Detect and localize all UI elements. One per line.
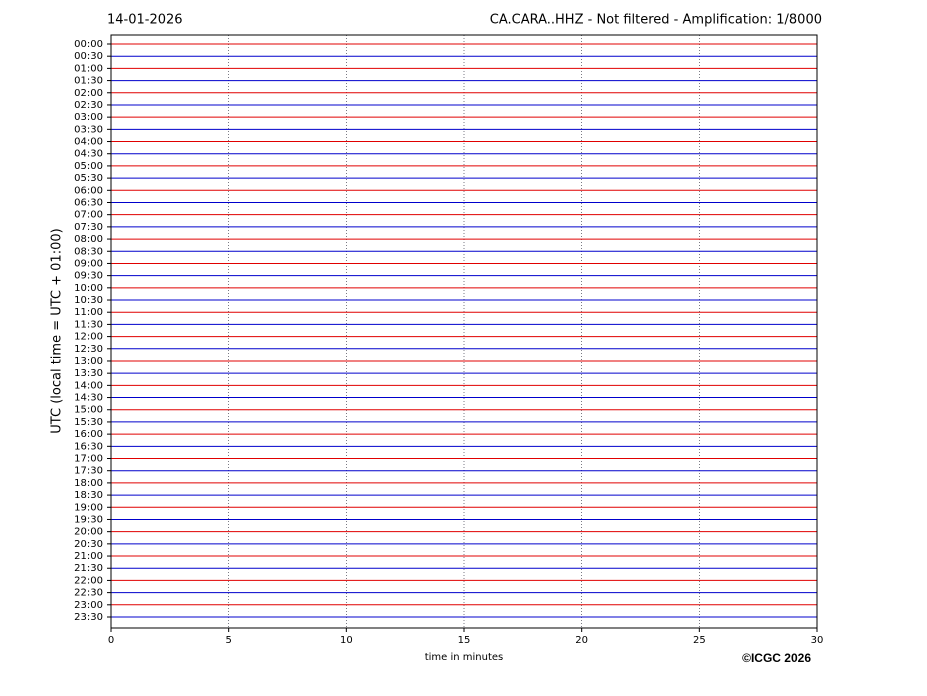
y-tick-label: 05:00 — [74, 161, 103, 172]
y-tick-label: 22:00 — [74, 575, 103, 586]
y-tick-label: 14:00 — [74, 380, 103, 391]
y-tick-label: 13:00 — [74, 356, 103, 367]
credit: ©ICGC 2026 — [742, 651, 811, 665]
y-tick-label: 17:00 — [74, 454, 103, 465]
x-tick-label: 15 — [458, 635, 471, 646]
y-tick-label: 04:00 — [74, 137, 103, 148]
x-tick-label: 5 — [225, 635, 231, 646]
y-tick-label: 02:00 — [74, 88, 103, 99]
x-axis-label: time in minutes — [425, 652, 504, 663]
y-tick-label: 14:30 — [74, 393, 103, 404]
y-tick-label: 15:30 — [74, 417, 103, 428]
x-tick-label: 30 — [811, 635, 824, 646]
y-tick-label: 05:30 — [74, 173, 103, 184]
x-tick-label: 20 — [575, 635, 588, 646]
y-tick-label: 08:30 — [74, 246, 103, 257]
x-tick-label: 10 — [340, 635, 353, 646]
y-tick-label: 12:00 — [74, 332, 103, 343]
y-tick-label: 07:00 — [74, 210, 103, 221]
y-tick-label: 23:30 — [74, 612, 103, 623]
y-tick-label: 10:30 — [74, 295, 103, 306]
y-tick-label: 16:00 — [74, 429, 103, 440]
y-tick-label: 06:30 — [74, 197, 103, 208]
y-tick-label: 01:30 — [74, 76, 103, 87]
y-axis-label: UTC (local time = UTC + 01:00) — [50, 228, 65, 433]
y-tick-label: 20:00 — [74, 527, 103, 538]
y-tick-label: 10:00 — [74, 283, 103, 294]
y-tick-label: 22:30 — [74, 588, 103, 599]
chart-date: 14-01-2026 — [107, 13, 183, 28]
x-tick-label: 0 — [108, 635, 114, 646]
y-tick-label: 19:30 — [74, 514, 103, 525]
y-tick-label: 07:30 — [74, 222, 103, 233]
y-tick-label: 11:00 — [74, 307, 103, 318]
y-tick-label: 15:00 — [74, 405, 103, 416]
y-tick-label: 00:30 — [74, 51, 103, 62]
y-tick-label: 23:00 — [74, 600, 103, 611]
y-tick-label: 00:00 — [74, 39, 103, 50]
y-tick-label: 20:30 — [74, 539, 103, 550]
y-tick-label: 09:30 — [74, 271, 103, 282]
y-tick-label: 19:00 — [74, 502, 103, 513]
y-tick-label: 03:00 — [74, 112, 103, 123]
y-tick-label: 16:30 — [74, 441, 103, 452]
y-tick-label: 21:00 — [74, 551, 103, 562]
y-tick-label: 08:00 — [74, 234, 103, 245]
y-tick-label: 02:30 — [74, 100, 103, 111]
y-tick-label: 09:00 — [74, 258, 103, 269]
y-tick-label: 01:00 — [74, 63, 103, 74]
y-tick-label: 17:30 — [74, 466, 103, 477]
y-tick-label: 21:30 — [74, 563, 103, 574]
y-tick-label: 03:30 — [74, 124, 103, 135]
y-tick-label: 12:30 — [74, 344, 103, 355]
chart-title: CA.CARA..HHZ - Not filtered - Amplificat… — [490, 13, 822, 28]
y-tick-label: 13:30 — [74, 368, 103, 379]
y-tick-label: 06:00 — [74, 185, 103, 196]
y-tick-label: 11:30 — [74, 319, 103, 330]
x-tick-label: 25 — [693, 635, 706, 646]
y-tick-label: 04:30 — [74, 149, 103, 160]
y-tick-label: 18:00 — [74, 478, 103, 489]
y-tick-label: 18:30 — [74, 490, 103, 501]
plot-frame — [110, 34, 818, 629]
